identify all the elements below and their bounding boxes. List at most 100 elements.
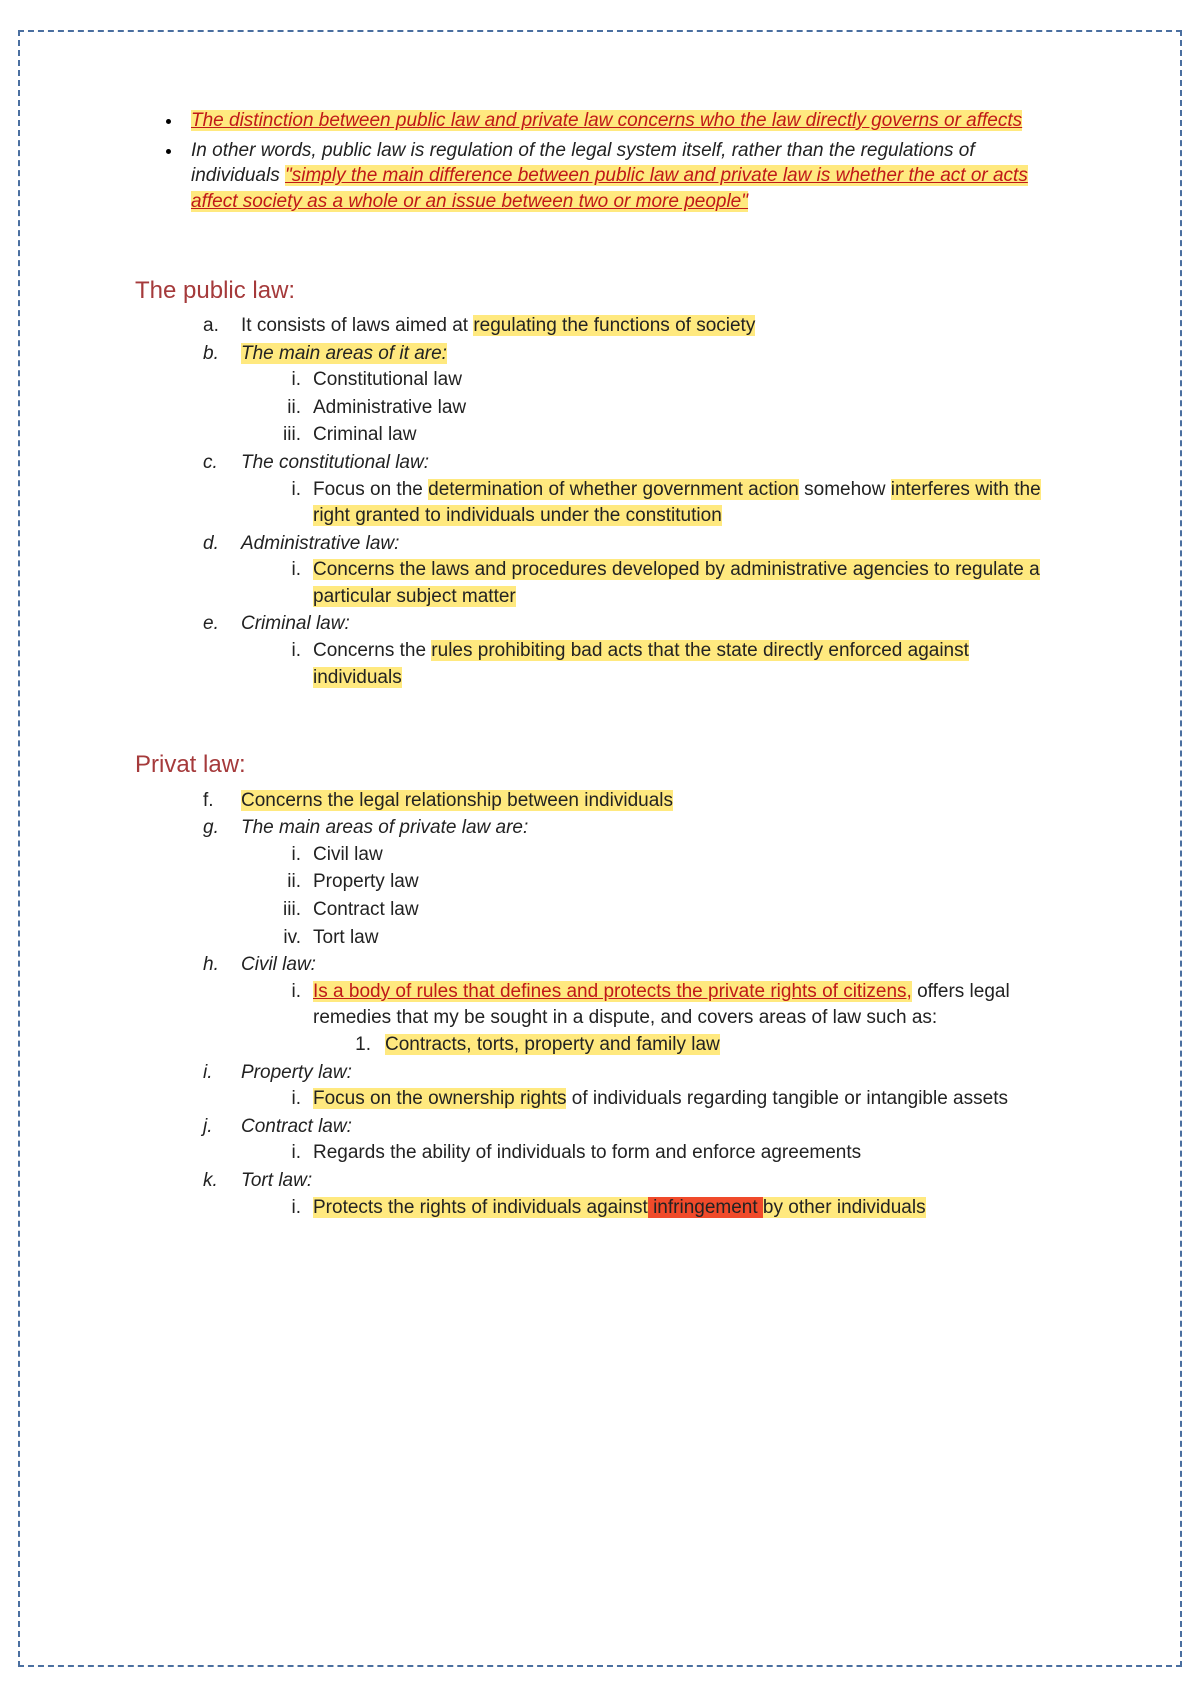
marker-k: k. xyxy=(203,1168,233,1195)
item-g-iv-text: Tort law xyxy=(313,927,378,948)
item-j-sublist: i. Regards the ability of individuals to … xyxy=(241,1140,1055,1167)
item-c-i-pre: Focus on the xyxy=(313,479,428,500)
item-a-pre: It consists of laws aimed at xyxy=(241,315,473,336)
item-b-i-text: Constitutional law xyxy=(313,369,462,390)
item-h-i-1-hl: Contracts, torts, property and family la… xyxy=(385,1034,720,1055)
marker-j-i: i. xyxy=(265,1140,301,1167)
item-h-i: i. Is a body of rules that defines and p… xyxy=(241,979,1055,1059)
item-i-i-hl: Focus on the ownership rights xyxy=(313,1088,566,1109)
item-h-i-1: 1. Contracts, torts, property and family … xyxy=(313,1032,1055,1059)
marker-i: i. xyxy=(203,1060,233,1087)
marker-a: a. xyxy=(203,313,233,340)
item-k-i-hl1: Protects the rights of individuals again… xyxy=(313,1197,648,1218)
marker-d: d. xyxy=(203,531,233,558)
marker-b: b. xyxy=(203,341,233,368)
item-k-text: Tort law: xyxy=(241,1170,312,1191)
item-c-sublist: i. Focus on the determination of whether … xyxy=(241,477,1055,530)
marker-e: e. xyxy=(203,611,233,638)
item-c-i-hl1: determination of whether government acti… xyxy=(428,479,799,500)
item-d-text: Administrative law: xyxy=(241,533,399,554)
public-law-list: a. It consists of laws aimed at regulati… xyxy=(155,313,1055,691)
private-law-section: Privat law: f. Concerns the legal relati… xyxy=(155,749,1055,1221)
public-law-heading: The public law: xyxy=(135,275,1055,307)
marker-f: f. xyxy=(203,788,233,815)
item-i-i: i.Focus on the ownership rights of indiv… xyxy=(241,1086,1055,1113)
marker-j: j. xyxy=(203,1114,233,1141)
item-c: c. The constitutional law: i. Focus on th… xyxy=(155,450,1055,530)
private-law-list: f. Concerns the legal relationship betwe… xyxy=(155,788,1055,1222)
item-h: h. Civil law: i. Is a body of rules that… xyxy=(155,952,1055,1058)
item-b-text: The main areas of it are: xyxy=(241,343,447,364)
item-c-text: The constitutional law: xyxy=(241,452,429,473)
item-b-iii-text: Criminal law xyxy=(313,424,416,445)
item-g-iv: iv. Tort law xyxy=(241,925,1055,952)
item-g-iii: iii. Contract law xyxy=(241,897,1055,924)
item-b-ii: ii. Administrative law xyxy=(241,395,1055,422)
item-j-text: Contract law: xyxy=(241,1116,352,1137)
document-content: The distinction between public law and p… xyxy=(155,108,1055,1279)
item-e-i: i.Concerns the rules prohibiting bad act… xyxy=(241,638,1055,691)
item-a: a. It consists of laws aimed at regulati… xyxy=(155,313,1055,340)
marker-h: h. xyxy=(203,952,233,979)
item-g-i-text: Civil law xyxy=(313,844,383,865)
item-i-i-rest: of individuals regarding tangible or int… xyxy=(566,1088,1008,1109)
item-i: i. Property law: i.Focus on the ownershi… xyxy=(155,1060,1055,1113)
marker-d-i: i. xyxy=(265,557,301,584)
item-e: e. Criminal law: i.Concerns the rules pr… xyxy=(155,611,1055,691)
item-d-i-hl: Concerns the laws and procedures develop… xyxy=(313,559,1040,607)
item-j: j. Contract law: i. Regards the ability o… xyxy=(155,1114,1055,1167)
marker-c-i: i. xyxy=(265,477,301,504)
item-h-sublist: i. Is a body of rules that defines and p… xyxy=(241,979,1055,1059)
item-d-i: i. Concerns the laws and procedures devel… xyxy=(241,557,1055,610)
item-b: b. The main areas of it are: i. Constitut… xyxy=(155,341,1055,449)
marker-h-i: i. xyxy=(265,979,301,1006)
item-k-i-red: infringement xyxy=(648,1197,763,1218)
item-d: d. Administrative law: i. Concerns the la… xyxy=(155,531,1055,611)
item-d-sublist: i. Concerns the laws and procedures devel… xyxy=(241,557,1055,610)
marker-b-i: i. xyxy=(265,367,301,394)
item-k-i: i. Protects the rights of individuals aga… xyxy=(241,1195,1055,1222)
item-e-text: Criminal law: xyxy=(241,613,350,634)
marker-k-i: i. xyxy=(265,1195,301,1222)
item-i-text: Property law: xyxy=(241,1062,352,1083)
item-h-i-sublist: 1. Contracts, torts, property and family … xyxy=(313,1032,1055,1059)
item-g-text: The main areas of private law are: xyxy=(241,817,528,838)
marker-g: g. xyxy=(203,815,233,842)
item-c-i: i. Focus on the determination of whether … xyxy=(241,477,1055,530)
item-g-sublist: i. Civil law ii. Property law iii. Contract… xyxy=(241,842,1055,951)
item-e-i-pre: Concerns the xyxy=(313,640,431,661)
item-g: g. The main areas of private law are: i.… xyxy=(155,815,1055,951)
item-f: f. Concerns the legal relationship betwe… xyxy=(155,788,1055,815)
item-g-i: i. Civil law xyxy=(241,842,1055,869)
item-g-ii-text: Property law xyxy=(313,871,419,892)
item-a-hl: regulating the functions of society xyxy=(473,315,755,336)
marker-c: c. xyxy=(203,450,233,477)
item-b-i: i. Constitutional law xyxy=(241,367,1055,394)
item-j-i-text: Regards the ability of individuals to fo… xyxy=(313,1142,861,1163)
marker-g-ii: ii. xyxy=(265,869,301,896)
marker-g-iii: iii. xyxy=(265,897,301,924)
marker-g-i: i. xyxy=(265,842,301,869)
item-b-ii-text: Administrative law xyxy=(313,397,466,418)
private-law-heading: Privat law: xyxy=(135,749,1055,781)
item-k-sublist: i. Protects the rights of individuals aga… xyxy=(241,1195,1055,1222)
intro-bullet-2-quote: "simply the main difference between publ… xyxy=(191,165,1028,212)
item-f-hl: Concerns the legal relationship between … xyxy=(241,790,673,811)
marker-h-i-1: 1. xyxy=(343,1032,371,1059)
item-k: k. Tort law: i. Protects the rights of in… xyxy=(155,1168,1055,1221)
item-g-ii: ii. Property law xyxy=(241,869,1055,896)
intro-bullet-2: In other words, public law is regulation… xyxy=(183,138,1055,215)
marker-b-iii: iii. xyxy=(265,422,301,449)
item-b-iii: iii. Criminal law xyxy=(241,422,1055,449)
item-h-i-link: Is a body of rules that defines and prot… xyxy=(313,981,912,1002)
item-c-i-mid: somehow xyxy=(799,479,891,500)
item-k-i-hl2: by other individuals xyxy=(763,1197,926,1218)
marker-b-ii: ii. xyxy=(265,395,301,422)
item-g-iii-text: Contract law xyxy=(313,899,419,920)
marker-g-iv: iv. xyxy=(265,925,301,952)
item-i-sublist: i.Focus on the ownership rights of indiv… xyxy=(241,1086,1055,1113)
item-b-sublist: i. Constitutional law ii. Administrative l… xyxy=(241,367,1055,449)
intro-bullet-1: The distinction between public law and p… xyxy=(183,108,1055,134)
marker-e-i: i. xyxy=(265,638,301,665)
item-h-text: Civil law: xyxy=(241,954,316,975)
